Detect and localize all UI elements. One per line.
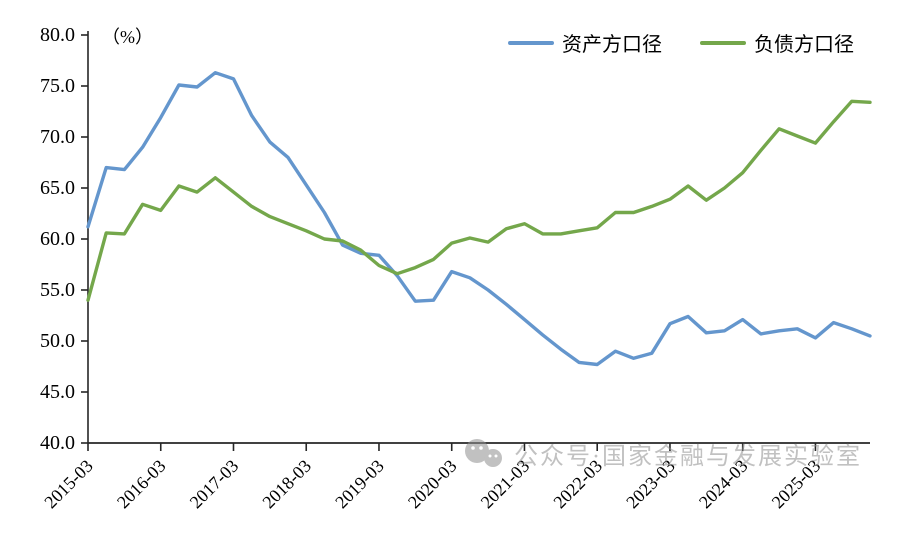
y-tick-label: 40.0	[40, 432, 75, 454]
y-tick-label: 50.0	[40, 330, 75, 352]
y-tick-label: 65.0	[40, 177, 75, 199]
x-tick-label: 2022-03	[549, 456, 606, 513]
y-tick-label: 60.0	[40, 228, 75, 250]
x-tick-label: 2018-03	[258, 456, 315, 513]
x-tick-label: 2016-03	[113, 456, 170, 513]
legend-label-asset: 资产方口径	[562, 34, 662, 56]
x-tick-label: 2024-03	[695, 456, 752, 513]
x-tick-label: 2021-03	[477, 456, 534, 513]
legend-swatch-asset	[508, 40, 554, 45]
x-tick-label: 2019-03	[331, 456, 388, 513]
y-tick-label: 80.0	[40, 24, 75, 46]
x-tick-label: 2025-03	[768, 456, 825, 513]
x-tick-label: 2020-03	[404, 456, 461, 513]
y-tick-label: 45.0	[40, 381, 75, 403]
x-tick-label: 2023-03	[622, 456, 679, 513]
y-tick-label: 75.0	[40, 75, 75, 97]
x-tick-label: 2015-03	[40, 456, 97, 513]
series-line-liability	[86, 99, 872, 302]
percent-axis-label: （%）	[102, 27, 153, 47]
legend-swatch-liability	[700, 40, 746, 45]
y-tick-label: 70.0	[40, 126, 75, 148]
legend-item-asset: 资产方口径	[508, 28, 662, 57]
legend-item-liability: 负债方口径	[700, 28, 854, 57]
series-line-asset	[86, 70, 872, 367]
x-tick-label: 2017-03	[186, 456, 243, 513]
y-tick-label: 55.0	[40, 279, 75, 301]
chart-legend: 资产方口径 负债方口径	[508, 28, 888, 57]
legend-label-liability: 负债方口径	[754, 34, 854, 56]
